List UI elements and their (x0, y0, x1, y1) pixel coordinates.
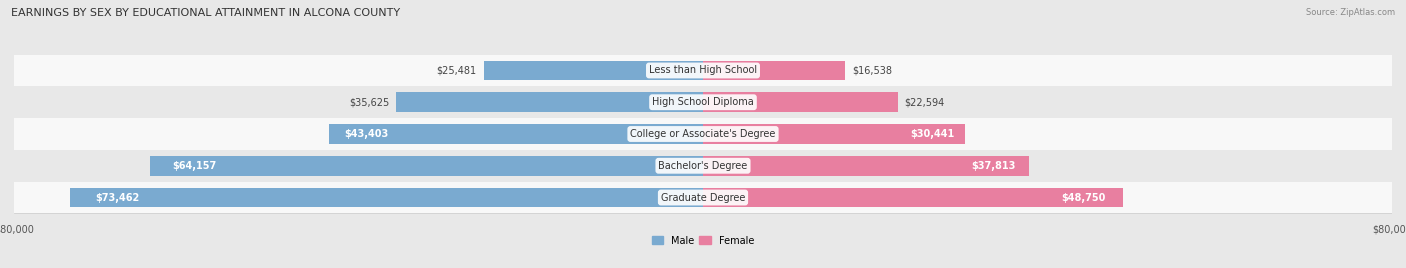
Bar (703, 124, 965, 144)
Text: $22,594: $22,594 (904, 97, 945, 107)
Text: $35,625: $35,625 (349, 97, 389, 107)
Bar (329, 124, 703, 144)
Text: $73,462: $73,462 (96, 192, 141, 203)
Text: $64,157: $64,157 (173, 161, 217, 171)
Text: Graduate Degree: Graduate Degree (661, 192, 745, 203)
Bar (484, 61, 703, 80)
Bar (703, 92, 897, 112)
Bar (150, 156, 703, 176)
Text: College or Associate's Degree: College or Associate's Degree (630, 129, 776, 139)
Text: $30,441: $30,441 (911, 129, 955, 139)
Bar (14, 150, 1392, 182)
Legend: Male, Female: Male, Female (652, 236, 754, 246)
Text: EARNINGS BY SEX BY EDUCATIONAL ATTAINMENT IN ALCONA COUNTY: EARNINGS BY SEX BY EDUCATIONAL ATTAINMEN… (11, 8, 401, 18)
Text: $25,481: $25,481 (436, 65, 477, 76)
Text: $48,750: $48,750 (1062, 192, 1107, 203)
Bar (14, 182, 1392, 213)
Text: Less than High School: Less than High School (650, 65, 756, 76)
Bar (703, 188, 1123, 207)
Text: $37,813: $37,813 (972, 161, 1015, 171)
Bar (703, 61, 845, 80)
Bar (703, 156, 1029, 176)
Bar (14, 86, 1392, 118)
Text: $43,403: $43,403 (344, 129, 388, 139)
Text: High School Diploma: High School Diploma (652, 97, 754, 107)
Bar (14, 55, 1392, 86)
Text: $16,538: $16,538 (852, 65, 893, 76)
Bar (396, 92, 703, 112)
Text: Source: ZipAtlas.com: Source: ZipAtlas.com (1306, 8, 1395, 17)
Bar (70, 188, 703, 207)
Text: Bachelor's Degree: Bachelor's Degree (658, 161, 748, 171)
Bar (14, 118, 1392, 150)
